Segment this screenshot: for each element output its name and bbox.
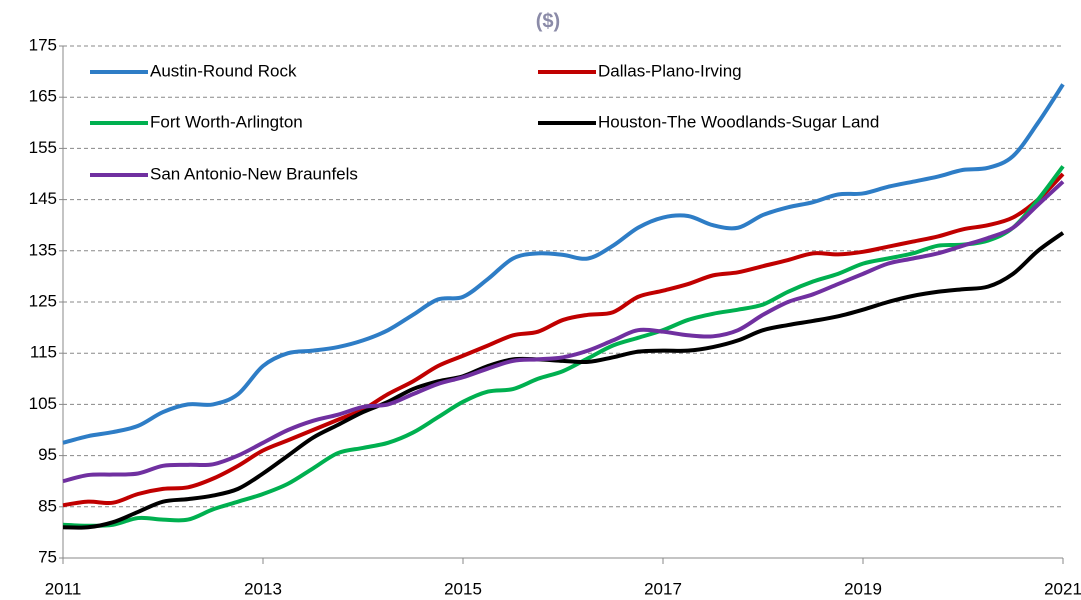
legend-label: Houston-The Woodlands-Sugar Land <box>598 112 879 131</box>
x-tick-label: 2013 <box>244 579 282 598</box>
x-tick-label: 2019 <box>844 579 882 598</box>
chart-title: ($) <box>536 10 560 32</box>
series-line <box>62 83 1065 445</box>
y-tick-label: 75 <box>38 547 57 566</box>
x-tick-label: 2015 <box>444 579 482 598</box>
y-tick-label: 85 <box>38 496 57 515</box>
legend-label: San Antonio-New Braunfels <box>150 164 358 183</box>
legend-label: Fort Worth-Arlington <box>150 112 303 131</box>
y-tick-label: 145 <box>29 189 57 208</box>
series-line <box>62 180 1065 484</box>
y-tick-label: 115 <box>30 343 57 362</box>
y-tick-label: 95 <box>38 445 57 464</box>
y-tick-label: 135 <box>29 240 57 259</box>
y-tick-label: 105 <box>29 394 57 413</box>
x-tick-label: 2021 <box>1044 579 1081 598</box>
series-line <box>62 231 1065 530</box>
x-tick-label: 2017 <box>644 579 682 598</box>
y-tick-label: 125 <box>29 291 57 310</box>
series-line <box>62 172 1065 508</box>
legend-label: Austin-Round Rock <box>150 61 297 80</box>
y-tick-label: 175 <box>29 35 57 54</box>
series-line <box>62 165 1065 528</box>
y-tick-label: 155 <box>29 138 57 157</box>
x-tick-label: 2011 <box>45 579 82 598</box>
legend-label: Dallas-Plano-Irving <box>598 61 742 80</box>
y-tick-label: 165 <box>29 87 57 106</box>
